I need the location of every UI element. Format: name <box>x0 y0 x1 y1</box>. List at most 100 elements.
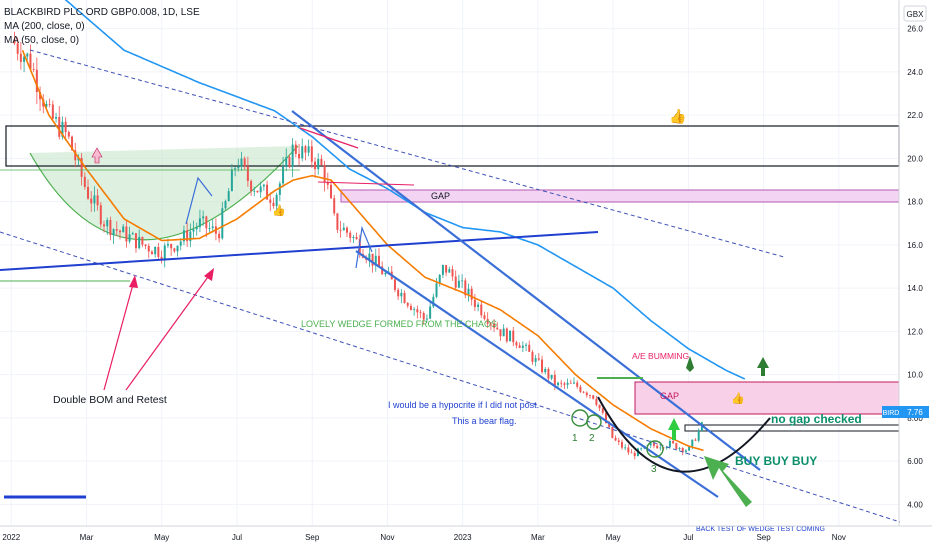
candle-body <box>435 283 438 297</box>
candle-body <box>528 344 531 352</box>
candle-body <box>617 440 620 442</box>
candle-body <box>550 374 553 379</box>
candle-body <box>23 56 26 62</box>
candle-body <box>489 323 492 325</box>
price-tick-label: 4.00 <box>907 500 923 509</box>
symbol-title[interactable]: BLACKBIRD PLC ORD GBP0.008, 1D, LSE <box>4 7 200 18</box>
bumming-annotation: A/E BUMMING <box>632 351 689 361</box>
price-axis[interactable]: 26.0 24.0 22.0 20.0 18.0 16.0 14.0 12.0 10.0 8.00… <box>882 0 929 526</box>
candle-body <box>345 227 348 233</box>
candle-body <box>230 169 233 192</box>
price-tick-label: 24.0 <box>907 68 923 77</box>
candle-body <box>480 304 483 316</box>
candle-body <box>99 205 102 225</box>
candle-body <box>668 441 671 447</box>
candle-body <box>67 132 70 137</box>
candle-body <box>688 446 691 451</box>
candle-body <box>691 439 694 447</box>
candle-body <box>282 166 285 184</box>
candle-body <box>403 292 406 304</box>
candle-body <box>333 198 336 214</box>
candle-body <box>278 183 281 195</box>
candle-body <box>240 158 243 167</box>
candle-body <box>505 328 508 342</box>
candle-body <box>557 382 560 386</box>
candle-body <box>314 161 317 170</box>
candle-body <box>96 195 99 206</box>
candle-body <box>588 395 591 397</box>
last-price-badge <box>901 406 929 418</box>
rounded-bottom-arc <box>597 396 771 473</box>
candle-body <box>595 398 598 405</box>
candle-body <box>368 253 371 260</box>
candle-body <box>269 199 272 203</box>
candle-body <box>109 219 112 236</box>
candle-body <box>483 315 486 319</box>
candle-body <box>633 452 636 457</box>
candle-body <box>640 448 643 450</box>
candle-body <box>531 351 534 362</box>
time-tick-label: Jul <box>232 533 242 542</box>
candle-body <box>256 190 259 193</box>
gap-label-upper: GAP <box>431 191 450 201</box>
support-trendline <box>0 231 599 271</box>
candle-body <box>566 382 569 385</box>
candle-body <box>93 195 96 204</box>
candle-body <box>195 227 198 230</box>
candle-body <box>128 234 131 242</box>
candle-body <box>541 359 544 373</box>
candle-body <box>697 430 700 441</box>
candle-body <box>90 198 93 204</box>
candle-body <box>422 313 425 320</box>
candle-body <box>234 168 237 170</box>
candle-body <box>627 447 630 453</box>
indicator-ma50[interactable]: MA (50, close, 0) <box>4 35 80 46</box>
candle-body <box>425 318 428 320</box>
candle-body <box>342 227 345 231</box>
candle-body <box>166 244 169 246</box>
buy-annotation: BUY BUY BUY <box>735 454 817 468</box>
currency-badge[interactable] <box>903 5 927 22</box>
candle-body <box>573 382 576 384</box>
candle-body <box>467 288 470 296</box>
candle-body <box>678 447 681 449</box>
candle-body <box>80 157 83 177</box>
dashed-channel-upper <box>29 49 785 258</box>
bottom-label-3: 3 <box>651 464 657 475</box>
candle-body <box>611 427 614 438</box>
no-gap-annotation: no gap checked <box>771 412 862 426</box>
candle-body <box>144 244 147 246</box>
candle-body <box>262 184 265 187</box>
candle-body <box>48 103 51 105</box>
time-axis-ticks: 2022 Mar May Jul Sep Nov 2023 Mar May Jul Sep Nov <box>2 533 846 542</box>
indicator-ma200[interactable]: MA (200, close, 0) <box>4 21 85 32</box>
time-tick-label: 2022 <box>2 533 20 542</box>
thumbs-up-icon: 👍 <box>669 108 686 125</box>
candle-body <box>630 452 633 454</box>
candle-body <box>291 144 294 167</box>
candle-body <box>400 292 403 297</box>
up-arrow-green-1 <box>668 418 680 440</box>
bottom-circle-3 <box>646 440 664 458</box>
candle-body <box>441 265 444 275</box>
candle-body <box>416 309 419 313</box>
candle-body <box>515 342 518 346</box>
candle-body <box>614 437 617 441</box>
candle-body <box>285 156 288 167</box>
candle-body <box>438 274 441 284</box>
candle-body <box>374 255 377 266</box>
ticker-label: BIRD <box>883 410 900 417</box>
candle-body <box>461 280 464 282</box>
candle-body <box>384 272 387 275</box>
candle-body <box>381 266 384 275</box>
time-tick-label: 2023 <box>454 533 472 542</box>
candle-body <box>547 368 550 379</box>
candle-body <box>218 233 221 239</box>
time-axis[interactable]: 2022 Mar May Jul Sep Nov 2023 Mar May Jul Sep Nov <box>0 525 932 542</box>
price-tick-label: 14.0 <box>907 284 923 293</box>
candle-body <box>464 280 467 296</box>
candle-body <box>326 182 329 185</box>
candle-body <box>502 328 505 337</box>
currency-label: GBX <box>907 10 925 19</box>
